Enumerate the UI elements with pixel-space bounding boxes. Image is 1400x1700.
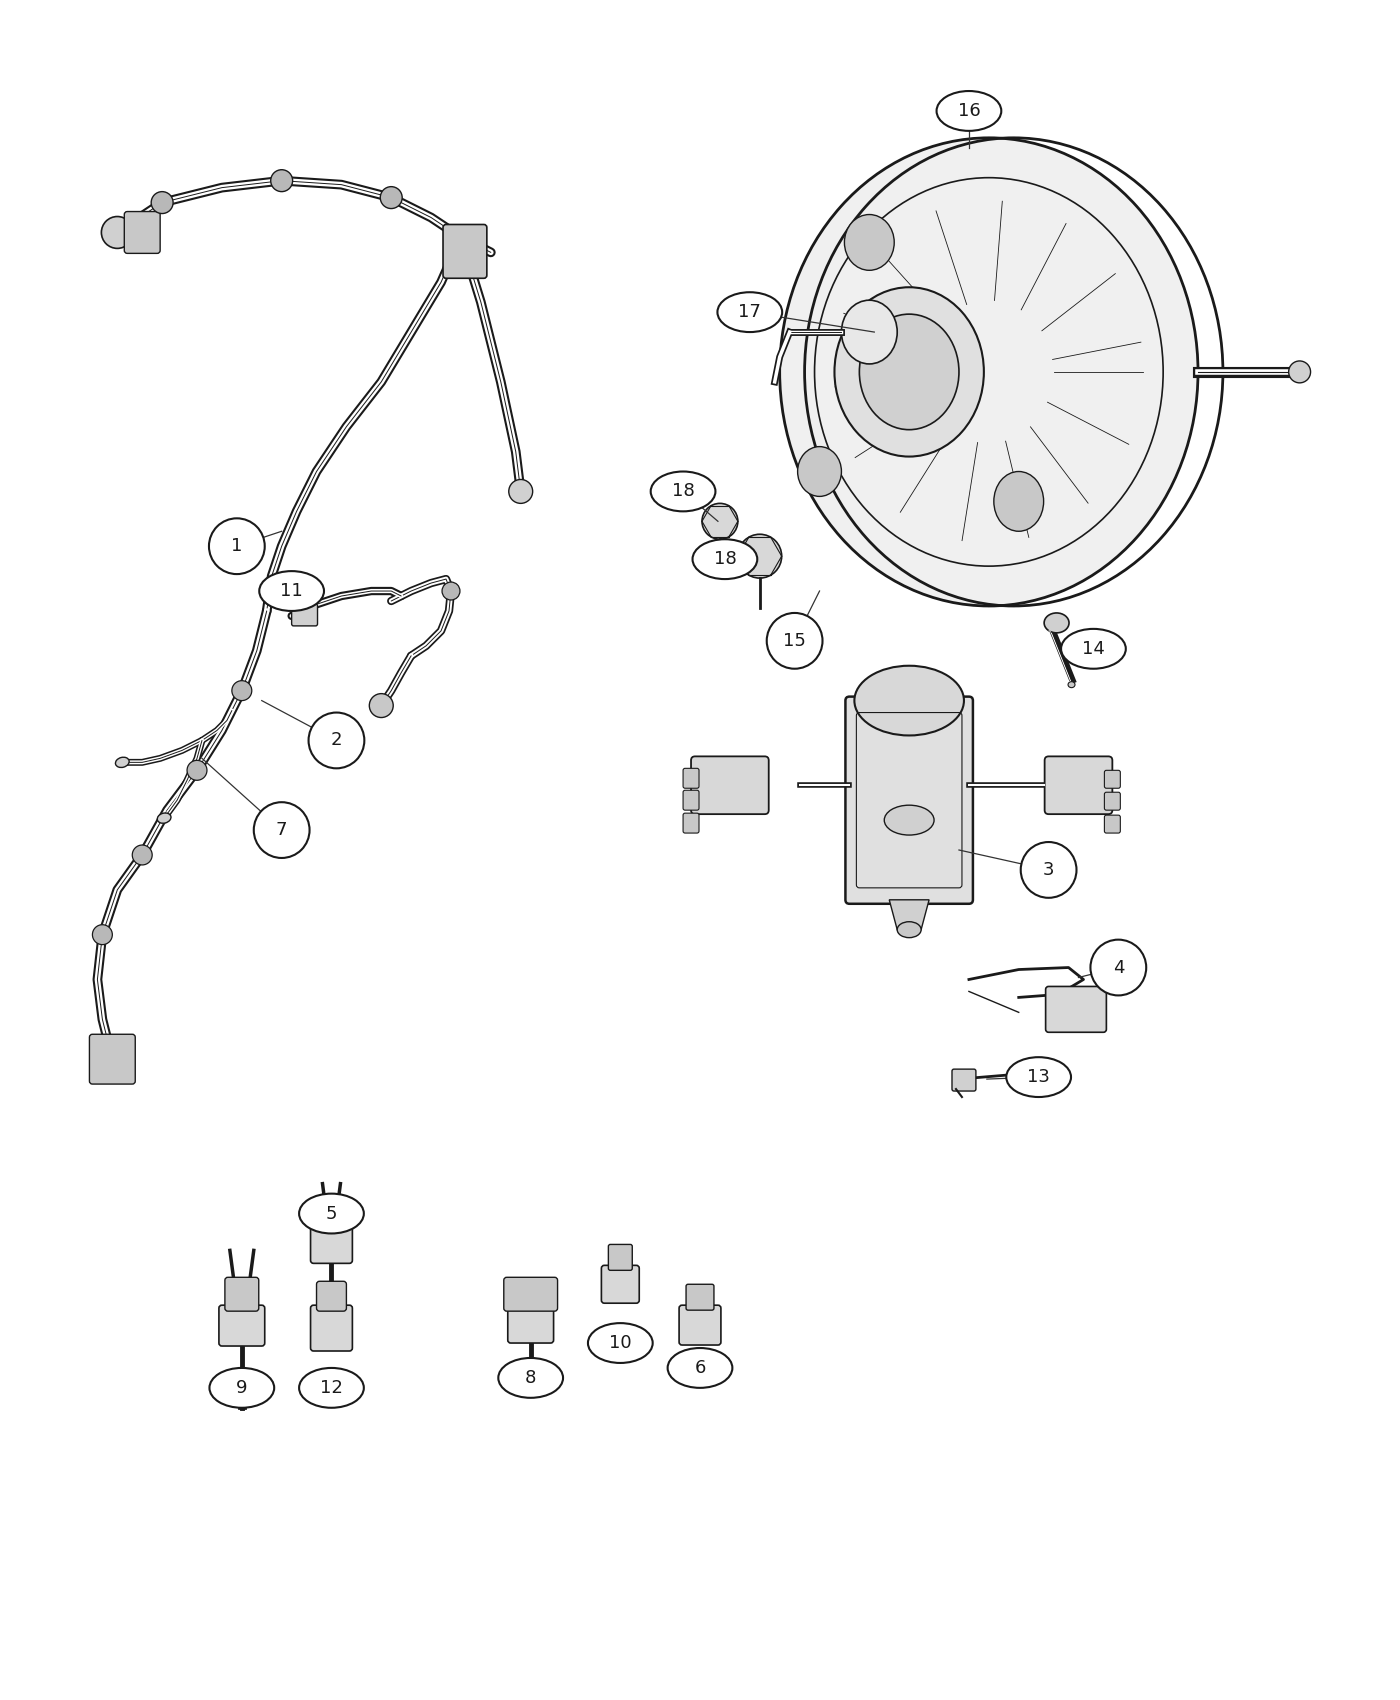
Ellipse shape	[1061, 629, 1126, 668]
Text: 18: 18	[714, 551, 736, 568]
Ellipse shape	[300, 1368, 364, 1408]
FancyBboxPatch shape	[846, 697, 973, 904]
Ellipse shape	[738, 534, 781, 578]
Circle shape	[1021, 842, 1077, 898]
FancyBboxPatch shape	[952, 1069, 976, 1091]
Ellipse shape	[381, 187, 402, 209]
Circle shape	[508, 479, 532, 503]
Text: 1: 1	[231, 537, 242, 556]
FancyBboxPatch shape	[508, 1306, 553, 1343]
Ellipse shape	[994, 471, 1043, 532]
Ellipse shape	[442, 581, 461, 600]
Circle shape	[1091, 940, 1147, 996]
FancyBboxPatch shape	[692, 756, 769, 814]
FancyBboxPatch shape	[316, 1282, 346, 1311]
Text: 13: 13	[1028, 1068, 1050, 1086]
FancyBboxPatch shape	[318, 1205, 346, 1231]
Ellipse shape	[588, 1323, 652, 1363]
Ellipse shape	[885, 806, 934, 835]
Ellipse shape	[1007, 1057, 1071, 1097]
Circle shape	[308, 712, 364, 768]
Text: 14: 14	[1082, 639, 1105, 658]
FancyBboxPatch shape	[609, 1244, 633, 1270]
Circle shape	[209, 518, 265, 575]
Text: 3: 3	[1043, 860, 1054, 879]
Text: 5: 5	[326, 1205, 337, 1222]
Ellipse shape	[854, 666, 965, 736]
Circle shape	[767, 614, 823, 668]
Ellipse shape	[860, 314, 959, 430]
Ellipse shape	[210, 1368, 274, 1408]
Text: 16: 16	[958, 102, 980, 121]
Ellipse shape	[1288, 360, 1310, 382]
Ellipse shape	[1044, 614, 1070, 632]
Text: 6: 6	[694, 1358, 706, 1377]
Text: 9: 9	[237, 1379, 248, 1397]
FancyBboxPatch shape	[291, 604, 318, 626]
Ellipse shape	[693, 539, 757, 580]
Polygon shape	[889, 899, 930, 930]
Text: 10: 10	[609, 1334, 631, 1352]
FancyBboxPatch shape	[442, 224, 487, 279]
Ellipse shape	[300, 1193, 364, 1234]
FancyBboxPatch shape	[311, 1226, 353, 1263]
FancyBboxPatch shape	[1105, 814, 1120, 833]
Ellipse shape	[188, 760, 207, 780]
Text: 4: 4	[1113, 959, 1124, 976]
FancyBboxPatch shape	[90, 1034, 136, 1085]
Ellipse shape	[232, 680, 252, 700]
FancyBboxPatch shape	[218, 1306, 265, 1346]
Ellipse shape	[259, 571, 323, 610]
Text: 11: 11	[280, 581, 302, 600]
Ellipse shape	[498, 1358, 563, 1397]
FancyBboxPatch shape	[1105, 792, 1120, 811]
Ellipse shape	[668, 1348, 732, 1387]
FancyBboxPatch shape	[683, 768, 699, 789]
FancyBboxPatch shape	[1046, 986, 1106, 1032]
Ellipse shape	[92, 925, 112, 945]
Text: 7: 7	[276, 821, 287, 840]
Ellipse shape	[151, 192, 174, 214]
Circle shape	[253, 802, 309, 858]
Ellipse shape	[701, 503, 738, 539]
FancyBboxPatch shape	[225, 1277, 259, 1311]
Ellipse shape	[937, 92, 1001, 131]
Ellipse shape	[651, 471, 715, 512]
FancyBboxPatch shape	[125, 211, 160, 253]
Text: 12: 12	[321, 1379, 343, 1397]
Text: 15: 15	[783, 632, 806, 649]
FancyBboxPatch shape	[679, 1306, 721, 1345]
FancyBboxPatch shape	[602, 1265, 640, 1304]
Ellipse shape	[717, 292, 783, 332]
FancyBboxPatch shape	[686, 1284, 714, 1311]
Ellipse shape	[1068, 682, 1075, 687]
Ellipse shape	[115, 756, 129, 767]
Ellipse shape	[780, 138, 1198, 605]
Text: 18: 18	[672, 483, 694, 500]
FancyBboxPatch shape	[504, 1277, 557, 1311]
Ellipse shape	[841, 301, 897, 364]
Ellipse shape	[270, 170, 293, 192]
FancyBboxPatch shape	[683, 790, 699, 811]
Circle shape	[101, 216, 133, 248]
Ellipse shape	[897, 921, 921, 938]
Ellipse shape	[798, 447, 841, 496]
FancyBboxPatch shape	[311, 1306, 353, 1352]
Circle shape	[370, 694, 393, 717]
FancyBboxPatch shape	[683, 813, 699, 833]
Ellipse shape	[132, 845, 153, 865]
Text: 2: 2	[330, 731, 342, 750]
Text: 8: 8	[525, 1368, 536, 1387]
Circle shape	[97, 1044, 129, 1074]
Ellipse shape	[844, 214, 895, 270]
FancyBboxPatch shape	[1105, 770, 1120, 789]
Ellipse shape	[834, 287, 984, 457]
FancyBboxPatch shape	[1044, 756, 1113, 814]
Ellipse shape	[157, 813, 171, 823]
Text: 17: 17	[738, 303, 762, 321]
